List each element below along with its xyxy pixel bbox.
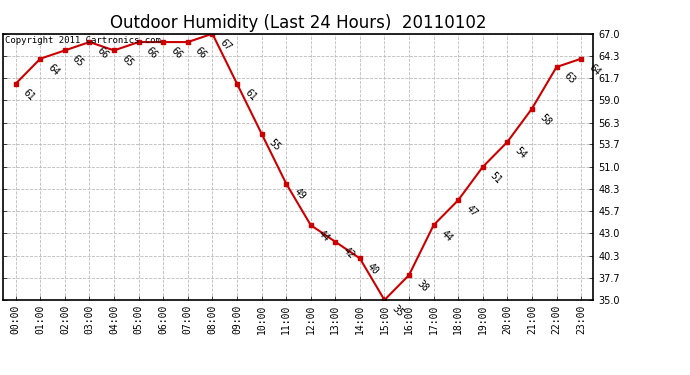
Text: 66: 66 <box>95 45 110 61</box>
Text: 55: 55 <box>267 137 282 152</box>
Text: 65: 65 <box>119 54 135 69</box>
Text: 66: 66 <box>144 45 159 61</box>
Text: 61: 61 <box>242 87 258 102</box>
Text: 35: 35 <box>390 303 406 319</box>
Text: Copyright 2011 Cartronics.com: Copyright 2011 Cartronics.com <box>5 36 161 45</box>
Text: 51: 51 <box>489 170 504 186</box>
Text: 65: 65 <box>70 54 86 69</box>
Text: 66: 66 <box>193 45 209 61</box>
Text: 58: 58 <box>538 112 553 127</box>
Text: 64: 64 <box>586 62 602 77</box>
Text: 47: 47 <box>464 204 479 219</box>
Text: 44: 44 <box>439 228 455 244</box>
Text: 63: 63 <box>562 70 578 86</box>
Text: 49: 49 <box>292 187 307 202</box>
Text: 44: 44 <box>316 228 332 244</box>
Text: 64: 64 <box>46 62 61 77</box>
Text: 40: 40 <box>366 262 381 277</box>
Text: 61: 61 <box>21 87 37 102</box>
Title: Outdoor Humidity (Last 24 Hours)  20110102: Outdoor Humidity (Last 24 Hours) 2011010… <box>110 14 486 32</box>
Text: 66: 66 <box>169 45 184 61</box>
Text: 67: 67 <box>218 37 233 52</box>
Text: 54: 54 <box>513 145 529 160</box>
Text: 38: 38 <box>415 278 430 294</box>
Text: 42: 42 <box>341 245 356 260</box>
